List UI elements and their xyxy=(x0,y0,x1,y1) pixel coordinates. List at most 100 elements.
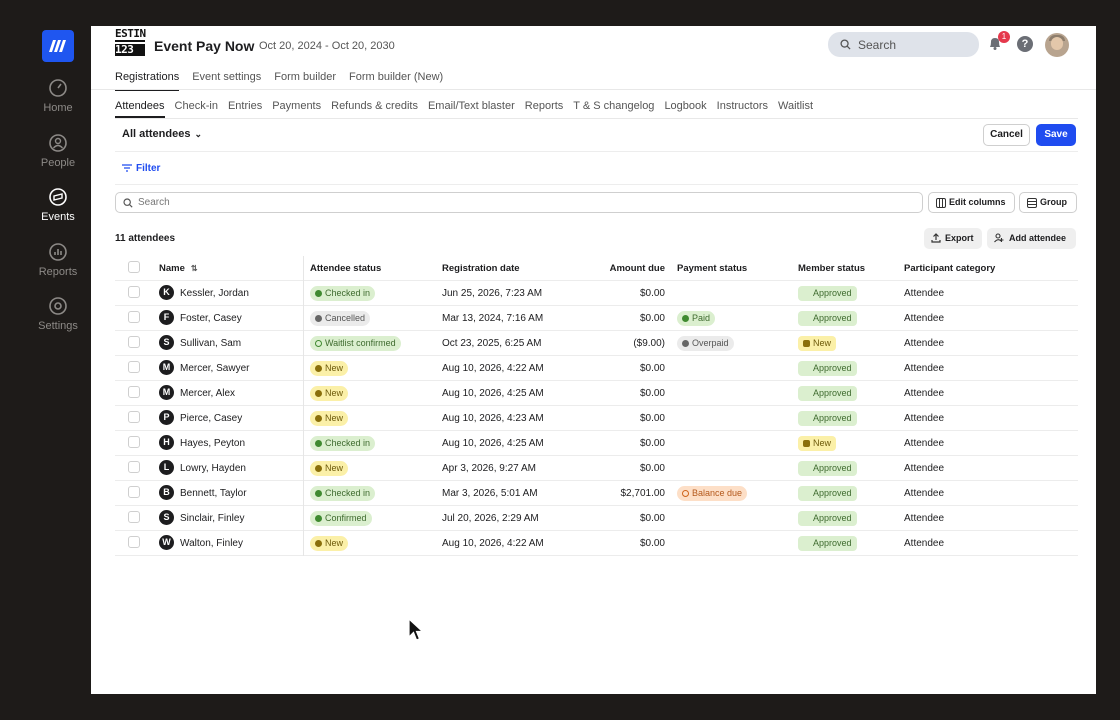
search-icon xyxy=(123,198,133,208)
help-icon[interactable]: ? xyxy=(1017,36,1033,52)
row-checkbox[interactable] xyxy=(128,511,140,523)
row-checkbox[interactable] xyxy=(128,411,140,423)
column-header-member-status[interactable]: Member status xyxy=(798,263,866,274)
filter-label: Filter xyxy=(136,163,161,174)
attendee-name-cell[interactable]: L Lowry, Hayden xyxy=(159,456,246,481)
amount-due: $0.00 xyxy=(639,438,665,449)
table-row[interactable]: M Mercer, Sawyer New Aug 10, 2026, 4:22 AM $… xyxy=(115,356,1078,381)
row-checkbox[interactable] xyxy=(128,436,140,448)
avatar: F xyxy=(159,310,174,325)
global-search[interactable]: Search xyxy=(828,32,979,57)
attendee-name-cell[interactable]: B Bennett, Taylor xyxy=(159,481,247,506)
attendee-name-cell[interactable]: W Walton, Finley xyxy=(159,531,243,556)
table-row[interactable]: S Sullivan, Sam Waitlist confirmed Oct 23, … xyxy=(115,331,1078,356)
group-button[interactable]: Group xyxy=(1019,192,1077,213)
sidebar-item-events[interactable]: Events xyxy=(26,187,90,223)
avatar: M xyxy=(159,385,174,400)
attendee-name: Bennett, Taylor xyxy=(180,488,247,499)
cancel-button[interactable]: Cancel xyxy=(983,124,1030,146)
amount-due: $0.00 xyxy=(639,538,665,549)
primary-tabs: Registrations Event settings Form builde… xyxy=(115,71,443,91)
avatar: M xyxy=(159,360,174,375)
registration-date: Oct 23, 2025, 6:25 AM xyxy=(442,338,542,349)
sidebar-item-settings[interactable]: Settings xyxy=(26,296,90,332)
page-title: Event Pay Now xyxy=(154,38,255,54)
table-row[interactable]: K Kessler, Jordan Checked in Jun 25, 2026, … xyxy=(115,281,1078,306)
select-all-checkbox[interactable] xyxy=(128,261,140,273)
participant-category: Attendee xyxy=(904,338,945,349)
participant-category: Attendee xyxy=(904,413,945,424)
attendee-name-cell[interactable]: K Kessler, Jordan xyxy=(159,281,249,306)
gauge-icon xyxy=(49,79,67,97)
tab-refunds-credits[interactable]: Refunds & credits xyxy=(331,100,418,112)
tab-email-text-blaster[interactable]: Email/Text blaster xyxy=(427,100,515,112)
tab-logbook[interactable]: Logbook xyxy=(664,100,707,112)
column-header-registration-date[interactable]: Registration date xyxy=(442,263,520,274)
row-checkbox[interactable] xyxy=(128,336,140,348)
tab-instructors[interactable]: Instructors xyxy=(716,100,769,112)
tab-check-in[interactable]: Check-in xyxy=(174,100,218,112)
attendee-name-cell[interactable]: F Foster, Casey xyxy=(159,306,242,331)
attendee-name-cell[interactable]: M Mercer, Alex xyxy=(159,381,235,406)
column-header-attendee-status[interactable]: Attendee status xyxy=(310,263,382,274)
attendee-name: Mercer, Sawyer xyxy=(180,363,250,374)
tab-waitlist[interactable]: Waitlist xyxy=(778,100,814,112)
tab-form-builder-new[interactable]: Form builder (New) xyxy=(349,71,444,83)
attendee-name-cell[interactable]: H Hayes, Peyton xyxy=(159,431,245,456)
save-button[interactable]: Save xyxy=(1036,124,1076,146)
table-row[interactable]: H Hayes, Peyton Checked in Aug 10, 2026, 4:… xyxy=(115,431,1078,456)
tab-reports[interactable]: Reports xyxy=(524,100,564,112)
row-checkbox[interactable] xyxy=(128,286,140,298)
table-row[interactable]: M Mercer, Alex New Aug 10, 2026, 4:25 AM $0.… xyxy=(115,381,1078,406)
participant-category: Attendee xyxy=(904,488,945,499)
member-status-badge: Approved xyxy=(798,486,857,501)
view-select[interactable]: All attendees ⌄ xyxy=(122,128,202,140)
column-header-participant-category[interactable]: Participant category xyxy=(904,263,996,274)
member-status-badge: New xyxy=(798,336,837,351)
table-row[interactable]: L Lowry, Hayden New Apr 3, 2026, 9:27 AM $0.… xyxy=(115,456,1078,481)
bell-icon[interactable] xyxy=(987,35,1003,51)
row-checkbox[interactable] xyxy=(128,536,140,548)
avatar[interactable] xyxy=(1045,33,1069,57)
attendee-name-cell[interactable]: S Sinclair, Finley xyxy=(159,506,244,531)
sidebar-item-people[interactable]: People xyxy=(26,133,90,169)
attendee-name-cell[interactable]: P Pierce, Casey xyxy=(159,406,242,431)
sidebar-item-reports[interactable]: Reports xyxy=(26,242,90,278)
add-attendee-button[interactable]: Add attendee xyxy=(987,228,1076,249)
table-row[interactable]: B Bennett, Taylor Checked in Mar 3, 2026, 5… xyxy=(115,481,1078,506)
sort-icon[interactable]: ⇅ xyxy=(190,264,198,273)
edit-columns-button[interactable]: Edit columns xyxy=(928,192,1015,213)
tab-ts-changelog[interactable]: T & S changelog xyxy=(573,100,655,112)
tab-event-settings[interactable]: Event settings xyxy=(192,71,262,83)
column-header-amount-due[interactable]: Amount due xyxy=(609,263,665,274)
table-row[interactable]: P Pierce, Casey New Aug 10, 2026, 4:23 AM $0… xyxy=(115,406,1078,431)
table-row[interactable]: W Walton, Finley New Aug 10, 2026, 4:22 AM $… xyxy=(115,531,1078,556)
tab-form-builder[interactable]: Form builder xyxy=(274,71,337,83)
attendee-name: Kessler, Jordan xyxy=(180,288,249,299)
column-header-payment-status[interactable]: Payment status xyxy=(677,263,748,274)
edit-columns-label: Edit columns xyxy=(949,197,1006,207)
attendee-search-input[interactable]: Search xyxy=(115,192,923,213)
row-checkbox[interactable] xyxy=(128,486,140,498)
tab-registrations[interactable]: Registrations xyxy=(115,71,180,91)
export-button[interactable]: Export xyxy=(924,228,982,249)
tab-entries[interactable]: Entries xyxy=(227,100,263,112)
tab-attendees[interactable]: Attendees xyxy=(115,100,165,118)
row-checkbox[interactable] xyxy=(128,461,140,473)
app-logo[interactable] xyxy=(42,30,74,62)
row-checkbox[interactable] xyxy=(128,386,140,398)
participant-category: Attendee xyxy=(904,363,945,374)
attendee-status-badge: Checked in xyxy=(310,436,376,451)
attendee-search-placeholder: Search xyxy=(138,197,170,208)
table-row[interactable]: F Foster, Casey Cancelled Mar 13, 2024, 7:1… xyxy=(115,306,1078,331)
sidebar-item-home[interactable]: Home xyxy=(26,78,90,114)
table-row[interactable]: S Sinclair, Finley Confirmed Jul 20, 2026, … xyxy=(115,506,1078,531)
tab-payments[interactable]: Payments xyxy=(272,100,322,112)
attendee-name-cell[interactable]: M Mercer, Sawyer xyxy=(159,356,249,381)
row-checkbox[interactable] xyxy=(128,361,140,373)
attendee-name-cell[interactable]: S Sullivan, Sam xyxy=(159,331,241,356)
row-checkbox[interactable] xyxy=(128,311,140,323)
person-icon xyxy=(49,134,67,152)
column-header-name[interactable]: Name ⇅ xyxy=(159,256,198,281)
filter-button[interactable]: Filter xyxy=(122,163,160,174)
